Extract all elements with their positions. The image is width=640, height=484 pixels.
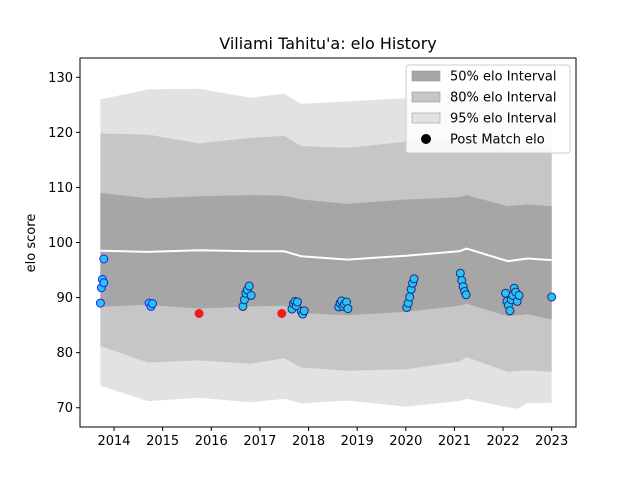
data-point xyxy=(95,298,105,308)
y-tick-label: 110 xyxy=(48,181,73,196)
x-tick-label: 2015 xyxy=(146,434,179,449)
x-tick-label: 2014 xyxy=(97,434,130,449)
data-point xyxy=(246,290,256,300)
data-point xyxy=(99,254,109,264)
data-point xyxy=(405,292,415,302)
chart-title: Viliami Tahitu'a: elo History xyxy=(219,34,437,53)
legend-box xyxy=(405,64,571,154)
legend-swatch xyxy=(411,70,441,82)
data-point xyxy=(409,274,419,284)
data-point xyxy=(244,281,254,291)
x-tick-label: 2019 xyxy=(341,434,374,449)
plot-area xyxy=(95,88,557,409)
x-tick-label: 2023 xyxy=(535,434,568,449)
y-tick-label: 100 xyxy=(48,236,73,251)
data-point xyxy=(148,299,157,309)
legend: 50% elo Interval 80% elo Interval 95% elo … xyxy=(405,64,571,154)
y-tick-label: 70 xyxy=(56,401,73,416)
x-tick-label: 2021 xyxy=(438,434,471,449)
x-tick-label: 2018 xyxy=(292,434,325,449)
x-tick-label: 2022 xyxy=(487,434,520,449)
data-point xyxy=(99,278,109,288)
y-tick-label: 90 xyxy=(56,291,73,306)
data-point xyxy=(505,306,515,316)
data-point xyxy=(299,306,309,316)
y-tick-label: 80 xyxy=(56,346,73,361)
y-tick-label: 130 xyxy=(48,71,73,86)
x-tick-label: 2017 xyxy=(243,434,276,449)
legend-label: Post Match elo xyxy=(450,133,545,148)
legend-swatch xyxy=(411,91,441,103)
legend-swatch xyxy=(411,112,441,124)
data-point xyxy=(461,290,471,300)
data-point xyxy=(194,309,204,318)
data-point xyxy=(292,297,302,307)
legend-label: 95% elo Interval xyxy=(450,112,557,127)
x-tick-label: 2020 xyxy=(389,434,422,449)
data-point xyxy=(343,304,353,314)
legend-label: 80% elo Interval xyxy=(450,91,557,106)
mean-elo-line xyxy=(100,247,552,263)
band-50 xyxy=(100,192,552,320)
legend-label: 50% elo Interval xyxy=(450,70,557,85)
data-point xyxy=(514,290,524,300)
data-point xyxy=(547,292,557,302)
axes: 2014 2015 2016 2017 2018 2019 2020 2021 2022 2023… xyxy=(48,57,577,449)
data-point xyxy=(455,268,465,278)
y-axis-label: elo score xyxy=(24,214,39,273)
legend-marker xyxy=(421,134,431,144)
data-point xyxy=(277,309,287,318)
x-tick-label: 2016 xyxy=(195,434,228,449)
data-point xyxy=(501,288,510,298)
y-tick-label: 120 xyxy=(48,126,73,141)
